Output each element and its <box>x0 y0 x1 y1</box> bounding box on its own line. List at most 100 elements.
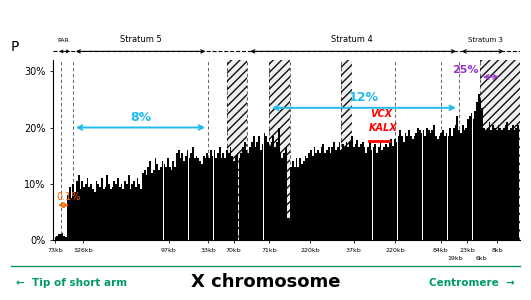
Bar <box>83 187 85 240</box>
Bar <box>349 142 351 240</box>
Bar <box>162 161 164 240</box>
Bar <box>110 189 112 240</box>
Bar <box>297 167 299 240</box>
Bar <box>56 236 58 240</box>
Text: Stratum 3: Stratum 3 <box>468 38 503 44</box>
Bar <box>451 136 453 240</box>
Bar <box>385 144 387 240</box>
Bar <box>478 94 479 240</box>
Bar <box>131 184 133 240</box>
Bar <box>242 147 244 240</box>
Bar <box>376 153 378 240</box>
Bar <box>480 60 520 240</box>
Bar <box>453 128 455 240</box>
Bar <box>390 139 392 240</box>
Bar <box>342 144 344 240</box>
Text: ←  Tip of short arm: ← Tip of short arm <box>16 278 127 288</box>
Bar <box>392 146 394 240</box>
Bar <box>276 142 278 240</box>
Bar <box>170 170 173 240</box>
Bar <box>226 150 228 240</box>
Bar <box>469 116 470 240</box>
Bar <box>401 136 403 240</box>
Bar <box>228 153 229 240</box>
Bar <box>258 136 260 240</box>
Bar <box>78 175 80 240</box>
Text: KALX: KALX <box>369 123 398 133</box>
Bar <box>195 156 198 240</box>
Bar <box>222 153 224 240</box>
Bar <box>504 125 507 240</box>
Bar <box>106 175 108 240</box>
Text: Stratum 5: Stratum 5 <box>120 34 162 43</box>
Bar <box>213 150 215 240</box>
Bar <box>412 139 414 240</box>
Bar <box>439 136 440 240</box>
Bar <box>108 184 110 240</box>
Bar <box>89 187 90 240</box>
Bar <box>126 184 128 240</box>
Bar <box>74 192 76 240</box>
Bar <box>155 158 156 240</box>
Bar <box>165 167 167 240</box>
Bar <box>423 130 424 240</box>
Bar <box>460 133 462 240</box>
Bar <box>315 153 317 240</box>
Bar <box>96 181 97 240</box>
Bar <box>358 147 360 240</box>
Bar <box>448 136 449 240</box>
Bar <box>417 128 419 240</box>
Bar <box>330 153 331 240</box>
Bar <box>119 187 121 240</box>
Bar <box>128 175 130 240</box>
Bar <box>512 125 513 240</box>
Text: Centromere  →: Centromere → <box>430 278 515 288</box>
Bar <box>496 130 498 240</box>
Bar <box>312 156 313 240</box>
Text: PAR: PAR <box>58 38 70 43</box>
Bar <box>101 178 102 240</box>
Bar <box>139 184 140 240</box>
Bar <box>426 128 428 240</box>
Bar <box>314 147 315 240</box>
Bar <box>210 150 212 240</box>
Bar <box>396 142 398 240</box>
Bar <box>256 142 258 240</box>
Bar <box>513 130 516 240</box>
Bar <box>308 153 310 240</box>
Bar <box>253 136 254 240</box>
Bar <box>136 178 139 240</box>
Text: P: P <box>11 40 19 54</box>
Bar <box>389 142 390 240</box>
Bar <box>176 153 178 240</box>
Bar <box>217 153 219 240</box>
Bar <box>269 147 271 240</box>
Bar <box>465 128 467 240</box>
Bar <box>60 234 62 240</box>
Bar <box>471 113 473 240</box>
Bar <box>344 147 346 240</box>
Bar <box>247 153 249 240</box>
Text: 19kb: 19kb <box>447 256 463 261</box>
Bar <box>331 147 333 240</box>
Bar <box>85 184 87 240</box>
Bar <box>215 158 217 240</box>
Bar <box>269 60 290 240</box>
Bar <box>235 156 237 240</box>
Bar <box>485 130 487 240</box>
Bar <box>133 181 135 240</box>
Bar <box>80 189 81 240</box>
Bar <box>299 158 301 240</box>
Bar <box>249 147 251 240</box>
Text: 0.1%: 0.1% <box>56 192 81 202</box>
Bar <box>317 150 319 240</box>
Bar <box>467 119 469 240</box>
Bar <box>491 130 492 240</box>
Bar <box>324 153 326 240</box>
Bar <box>498 125 499 240</box>
Bar <box>135 187 136 240</box>
Bar <box>203 156 204 240</box>
Bar <box>212 156 213 240</box>
Bar <box>67 195 69 240</box>
Bar <box>246 150 247 240</box>
